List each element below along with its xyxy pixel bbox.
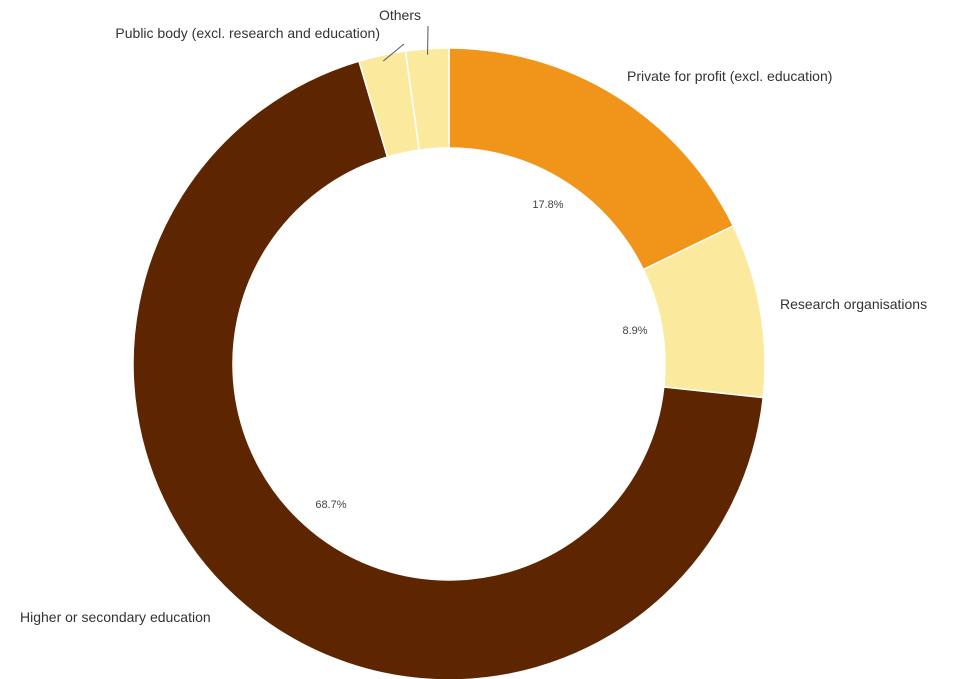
slices-group: [132, 47, 766, 679]
category-label-research-organisations: Research organisations: [780, 296, 927, 312]
category-label-public-body: Public body (excl. research and educatio…: [115, 25, 380, 41]
slice-higher-education: [132, 60, 765, 679]
value-label-private-for-profit: 17.8%: [532, 199, 563, 211]
leader-line-public-body: [382, 43, 405, 62]
value-label-research-organisations: 8.9%: [622, 325, 647, 337]
category-label-others: Others: [379, 7, 421, 23]
category-label-higher-education: Higher or secondary education: [20, 609, 211, 625]
leader-lines: [382, 25, 429, 62]
category-label-private-for-profit: Private for profit (excl. education): [627, 68, 832, 84]
value-label-higher-education: 68.7%: [315, 499, 346, 511]
slice-others: [404, 47, 450, 151]
